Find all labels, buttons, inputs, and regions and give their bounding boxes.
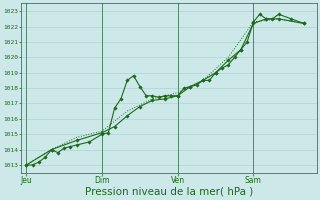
X-axis label: Pression niveau de la mer( hPa ): Pression niveau de la mer( hPa )	[85, 187, 253, 197]
